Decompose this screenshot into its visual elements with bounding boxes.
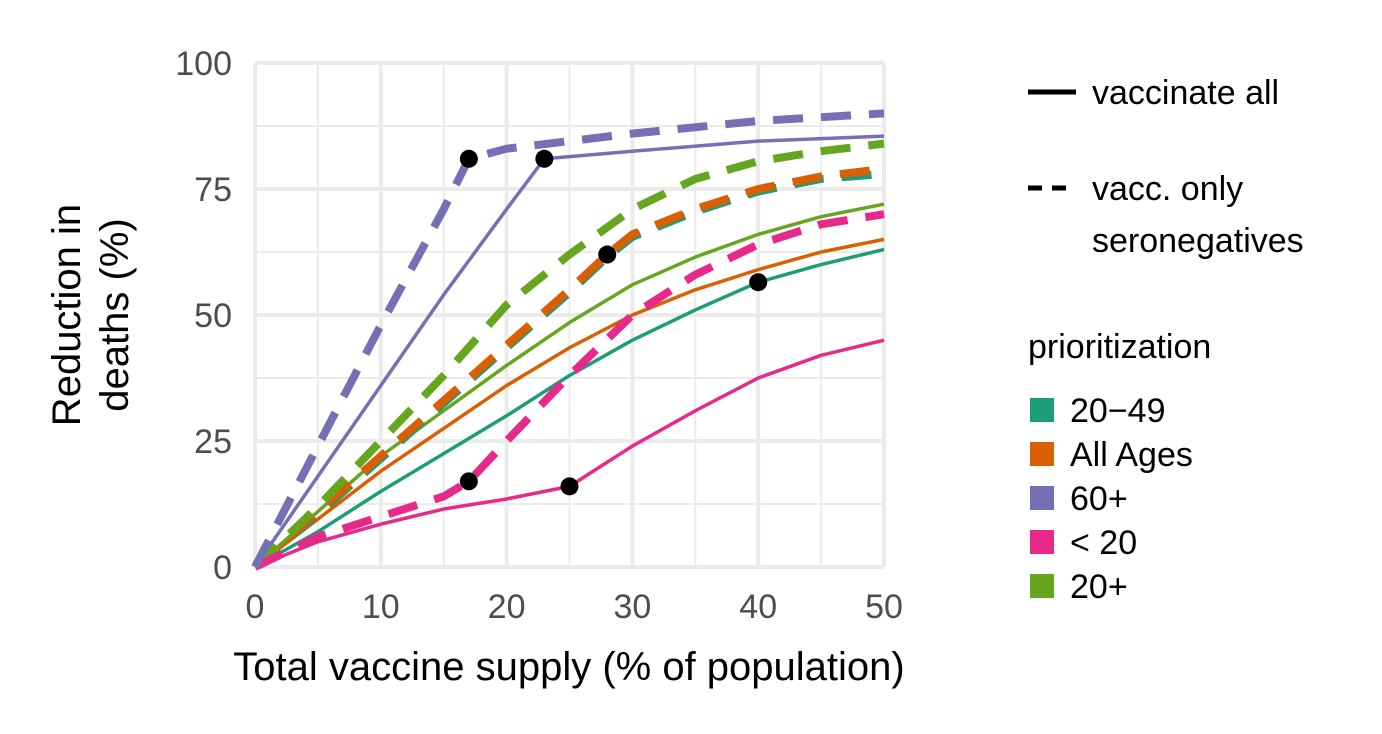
legend-dashed-label-2: seronegatives [1092,222,1304,260]
x-tick-label: 10 [362,588,400,626]
marker-point [459,149,478,168]
y-tick-label: 100 [175,45,232,83]
x-axis-label: Total vaccine supply (% of population) [233,645,904,689]
legend-color-label: < 20 [1070,524,1137,562]
y-axis-label-line2: deaths (%) [93,218,137,411]
series-line-solid [254,247,885,569]
marker-point [598,245,617,264]
marker-point [560,477,579,496]
x-tick-label: 20 [488,588,526,626]
x-tick-label: 0 [246,588,265,626]
x-tick-label: 30 [613,588,651,626]
series-line-solid [253,134,885,568]
legend-color-swatch [1030,442,1054,466]
legend-solid-label: vaccinate all [1092,74,1279,112]
x-tick-label: 40 [739,588,777,626]
legend-color-label: All Ages [1070,436,1193,474]
legend-color-title: prioritization [1028,328,1211,366]
y-tick-label: 25 [194,423,232,461]
marker-points [459,149,768,496]
series-line-solid [253,237,885,569]
legend-color-swatch [1030,398,1054,422]
legend-color-label: 60+ [1070,480,1128,518]
legend-color-swatch [1030,574,1054,598]
legend-color-swatch [1030,530,1054,554]
legend-color-label: 20+ [1070,568,1128,606]
marker-point [749,273,768,292]
y-axis-label-line1: Reduction in [45,204,89,426]
x-tick-label: 50 [865,588,903,626]
legend-dashed-label-1: vacc. only [1092,170,1243,208]
legend-color-label: 20−49 [1070,392,1166,430]
series-line-dashed [253,210,885,571]
series-line-dashed [252,164,885,571]
marker-point [459,472,478,491]
series-line-dashed [252,139,885,570]
y-tick-label: 75 [194,171,232,209]
y-tick-label: 0 [213,549,232,587]
legend: vaccinate all vacc. only seronegatives p… [1028,74,1304,606]
marker-point [535,149,554,168]
legend-color-swatch [1030,486,1054,510]
series-line-solid [253,202,885,569]
tick-labels: 0 10 20 30 40 50 0 25 50 75 100 [175,45,903,626]
y-tick-label: 50 [194,297,232,335]
